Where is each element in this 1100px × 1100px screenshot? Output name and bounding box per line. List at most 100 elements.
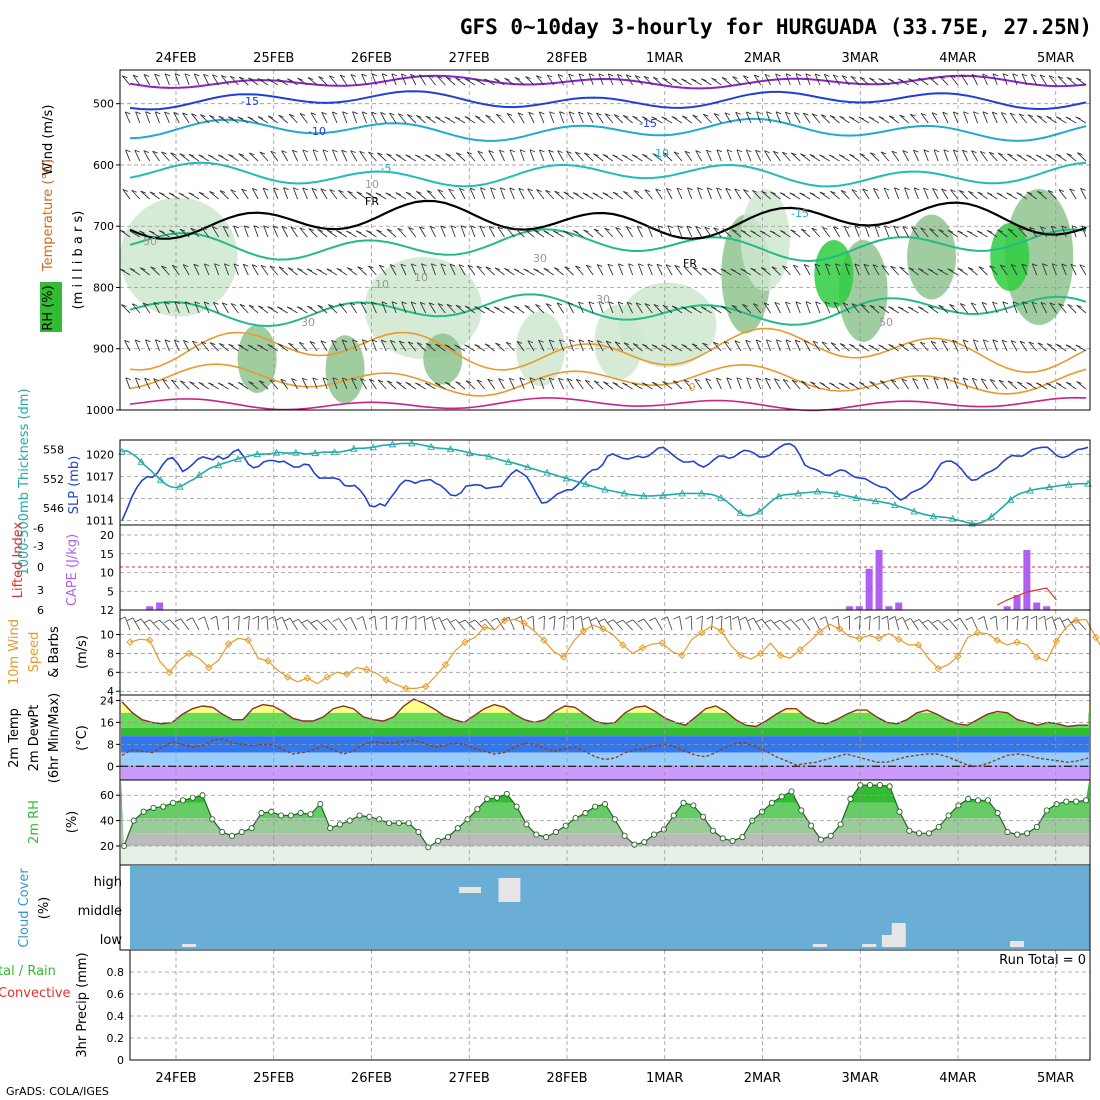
upper-barb-flag	[464, 78, 470, 81]
thickness-line-marker	[968, 519, 976, 527]
upper-barb	[742, 304, 752, 314]
upper-barb-flag	[292, 149, 298, 153]
upper-barb	[755, 339, 762, 352]
upper-barb	[553, 267, 564, 276]
upper-barb	[872, 264, 880, 276]
upper-barb-flag	[247, 116, 253, 120]
upper-barb	[416, 342, 426, 352]
upper-barb	[528, 112, 535, 124]
upper-barb-flag	[213, 301, 219, 305]
upper-barb-flag	[725, 187, 731, 191]
upper-barb-flag	[614, 341, 621, 345]
rh-marker	[631, 841, 638, 848]
wind-speed-marker	[796, 645, 804, 654]
upper-barb-flag	[484, 343, 491, 347]
upper-barb-flag	[267, 344, 273, 347]
upper-barb	[962, 377, 969, 390]
upper-barb	[843, 226, 850, 238]
upper-barb	[766, 111, 772, 124]
upper-barb-flag	[1079, 264, 1085, 268]
thickness-line-marker	[987, 512, 996, 520]
upper-barb-flag	[962, 149, 968, 153]
upper-barb-flag	[474, 78, 480, 82]
thickness-line-marker	[504, 457, 513, 465]
upper-barb-flag	[665, 264, 672, 268]
upper-barb-flag	[957, 267, 963, 271]
upper-barb	[1042, 263, 1047, 276]
upper-barb-flag	[125, 111, 131, 115]
upper-barb-flag	[494, 78, 500, 82]
upper-barb	[179, 153, 190, 162]
upper-barb	[623, 191, 633, 200]
upper-barb	[467, 265, 476, 276]
upper-barb-flag	[661, 344, 667, 348]
upper-barb-flag	[647, 225, 653, 229]
upper-barb-flag	[204, 263, 210, 267]
upper-barb-flag	[152, 150, 158, 154]
surface-barb	[298, 618, 308, 631]
li-tick: -3	[33, 540, 44, 553]
upper-barb-flag	[822, 226, 828, 230]
upper-barb-flag	[122, 75, 128, 79]
upper-barb	[258, 305, 269, 314]
upper-barb-flag	[386, 153, 392, 157]
upper-barb-flag	[142, 302, 149, 306]
upper-barb	[702, 113, 712, 124]
rh-marker	[925, 830, 932, 837]
thickness-line-marker	[485, 452, 493, 460]
upper-barb	[455, 152, 466, 162]
surface-barb-flag	[755, 618, 762, 623]
wind-speed-marker	[126, 638, 134, 646]
upper-barb-flag	[604, 227, 610, 231]
top-date-label: 3MAR	[842, 51, 879, 66]
upper-barb	[214, 263, 220, 276]
upper-barb-flag	[455, 381, 461, 385]
upper-barb-flag	[578, 301, 584, 305]
upper-barb	[1039, 74, 1047, 86]
upper-barb-flag	[387, 380, 393, 384]
upper-barb	[517, 112, 525, 124]
upper-barb	[283, 187, 289, 200]
upper-barb	[446, 304, 456, 314]
contour-line	[129, 199, 1087, 240]
upper-barb-flag	[362, 111, 368, 115]
upper-barb	[218, 343, 229, 352]
upper-barb-flag	[194, 73, 200, 77]
upper-barb-flag	[171, 379, 177, 383]
upper-barb-flag	[992, 301, 998, 305]
surface-barb-flag	[283, 617, 291, 622]
upper-barb	[318, 76, 328, 86]
upper-barb	[734, 188, 742, 200]
upper-barb	[556, 302, 565, 314]
surface-barb-flag	[380, 615, 387, 620]
upper-barb	[1036, 115, 1047, 124]
surface-barb-flag	[425, 616, 432, 620]
cloud-bar-high	[508, 878, 521, 902]
upper-barb	[1050, 226, 1057, 238]
upper-barb-flag	[1047, 189, 1054, 193]
upper-barb-flag	[953, 111, 959, 115]
wind-speed-marker	[343, 670, 351, 678]
rh-marker	[808, 822, 815, 829]
upper-barb-flag	[785, 301, 791, 305]
upper-barb-flag	[257, 116, 264, 120]
upper-barb-flag	[308, 228, 314, 231]
upper-barb-flag	[952, 339, 958, 343]
rh-marker	[974, 797, 982, 804]
wind-speed-marker	[973, 628, 982, 637]
upper-barb	[351, 377, 358, 390]
upper-barb	[595, 112, 604, 124]
upper-barb	[782, 265, 791, 276]
upper-barb	[701, 267, 712, 276]
cape-bar	[845, 606, 853, 610]
upper-barb-flag	[428, 75, 434, 78]
upper-barb-flag	[193, 263, 200, 267]
upper-barb	[615, 227, 624, 238]
rh-marker	[238, 828, 245, 836]
rh-marker	[817, 836, 825, 843]
upper-barb	[469, 187, 476, 200]
upper-barb-flag	[191, 113, 197, 117]
upper-barb-flag	[1049, 302, 1056, 306]
thickness-line-marker	[195, 471, 204, 478]
upper-barb-flag	[164, 111, 170, 115]
